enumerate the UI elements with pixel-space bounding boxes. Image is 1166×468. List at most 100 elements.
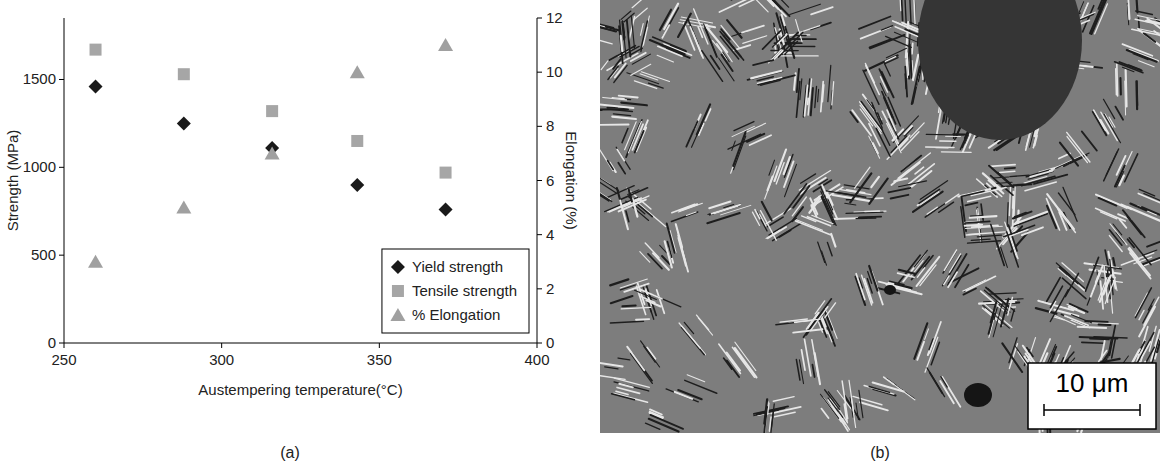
needle bbox=[955, 265, 968, 287]
needle bbox=[719, 0, 752, 12]
needle bbox=[936, 147, 948, 148]
needle bbox=[612, 394, 635, 400]
needle bbox=[1094, 265, 1122, 269]
needle bbox=[768, 403, 769, 414]
needle bbox=[811, 88, 813, 115]
needle bbox=[891, 195, 909, 199]
needle bbox=[658, 46, 682, 56]
x-tick bbox=[221, 343, 222, 348]
needle bbox=[784, 157, 790, 174]
needle bbox=[895, 27, 921, 38]
needle bbox=[712, 205, 741, 214]
needle bbox=[1119, 78, 1121, 94]
data-marks bbox=[88, 38, 453, 268]
needle bbox=[600, 376, 625, 380]
needle bbox=[816, 299, 831, 320]
needle bbox=[920, 181, 947, 200]
needle bbox=[618, 358, 630, 360]
y-axis-title: Strength (MPa) bbox=[4, 130, 21, 232]
needle bbox=[1123, 210, 1145, 237]
needle bbox=[811, 7, 833, 14]
needle bbox=[615, 63, 626, 77]
needle bbox=[802, 350, 806, 370]
needle bbox=[1047, 194, 1063, 215]
scale-bar-label: 10 μm bbox=[1056, 368, 1129, 398]
needle bbox=[966, 233, 978, 235]
needle bbox=[1067, 137, 1087, 163]
needle bbox=[1002, 343, 1022, 372]
y2-tick-label: 12 bbox=[546, 9, 563, 26]
needle bbox=[649, 411, 663, 417]
needle bbox=[941, 151, 971, 153]
y2-tick-label: 10 bbox=[546, 63, 563, 80]
needle bbox=[832, 82, 834, 105]
needle bbox=[1078, 327, 1106, 328]
needle bbox=[865, 55, 898, 70]
needle bbox=[1062, 263, 1083, 282]
point bbox=[176, 201, 191, 214]
needle bbox=[860, 402, 888, 410]
needle bbox=[705, 109, 710, 121]
needle bbox=[622, 21, 626, 58]
needle bbox=[1157, 341, 1160, 352]
needle bbox=[686, 121, 697, 146]
needle bbox=[614, 382, 649, 391]
needle bbox=[965, 225, 982, 226]
y-axis-line bbox=[64, 18, 65, 343]
needle bbox=[847, 190, 865, 193]
needle bbox=[610, 279, 628, 285]
needle bbox=[620, 200, 628, 229]
point bbox=[440, 167, 452, 179]
needle bbox=[1137, 81, 1139, 105]
needle bbox=[948, 272, 957, 287]
needle bbox=[796, 221, 831, 235]
needle bbox=[755, 210, 760, 219]
needle bbox=[963, 133, 971, 152]
needle bbox=[708, 204, 741, 214]
needle bbox=[986, 287, 1009, 307]
needle bbox=[901, 132, 919, 150]
needle bbox=[1133, 54, 1148, 60]
needle bbox=[757, 408, 785, 414]
needle bbox=[827, 331, 831, 342]
needle bbox=[671, 212, 697, 221]
point bbox=[438, 38, 453, 51]
needle bbox=[1013, 212, 1047, 225]
needle bbox=[600, 26, 616, 31]
needle bbox=[943, 251, 956, 273]
needle bbox=[616, 147, 630, 169]
needle bbox=[1103, 99, 1114, 118]
needle bbox=[873, 383, 904, 392]
needle bbox=[687, 375, 705, 382]
needle bbox=[899, 139, 908, 148]
y2-tick-label: 2 bbox=[546, 280, 554, 297]
needle bbox=[828, 398, 843, 417]
needle bbox=[614, 65, 627, 82]
needle bbox=[1004, 225, 1035, 237]
y2-tick-label: 6 bbox=[546, 172, 554, 189]
needle bbox=[1130, 253, 1151, 279]
needle bbox=[1013, 212, 1031, 219]
needle bbox=[790, 4, 821, 14]
needle bbox=[914, 0, 915, 23]
needle bbox=[771, 404, 774, 433]
needle bbox=[662, 25, 669, 38]
needle bbox=[1104, 114, 1120, 142]
needle bbox=[828, 65, 831, 101]
needle bbox=[815, 301, 824, 314]
needle bbox=[605, 367, 618, 369]
needle bbox=[1090, 0, 1104, 33]
needle bbox=[910, 171, 932, 188]
needle bbox=[946, 136, 961, 137]
needle bbox=[885, 64, 891, 76]
needle bbox=[793, 329, 822, 332]
needle bbox=[865, 210, 880, 212]
x-tick bbox=[64, 343, 65, 348]
needle bbox=[1047, 278, 1060, 302]
needle bbox=[1005, 167, 1015, 169]
needle bbox=[1119, 62, 1141, 71]
y2-tick-label: 8 bbox=[546, 117, 554, 134]
y-tick-label: 0 bbox=[48, 334, 56, 351]
needle bbox=[873, 389, 895, 396]
needle bbox=[914, 0, 915, 23]
